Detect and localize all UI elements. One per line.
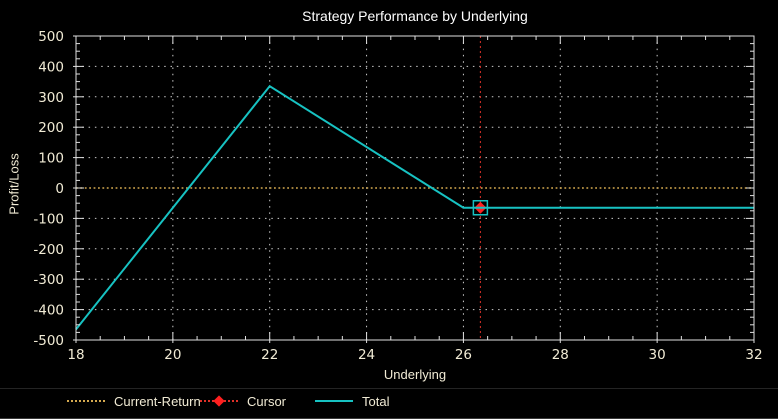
current-return-line-swatch-icon: [67, 400, 105, 402]
legend-label: Cursor: [247, 393, 287, 409]
x-tick-label: 30: [649, 347, 666, 363]
x-tick-label: 26: [455, 347, 472, 363]
cursor-line-swatch-icon: [200, 395, 238, 407]
x-tick-label: 22: [261, 347, 278, 363]
cursor-diamond-icon: [213, 395, 225, 407]
y-tick-label: 200: [38, 120, 64, 136]
y-tick-label: -100: [33, 211, 64, 227]
y-tick-label: 500: [38, 29, 64, 45]
legend-item-total: Total: [315, 393, 389, 409]
total-line: [75, 84, 754, 330]
x-tick-label: 20: [164, 347, 181, 363]
chart-title: Strategy Performance by Underlying: [302, 8, 528, 24]
y-tick-label: 300: [38, 90, 64, 106]
y-tick-label: -500: [33, 333, 64, 349]
y-tick-label: 100: [38, 151, 64, 167]
y-tick-label: -400: [33, 303, 64, 319]
chart-legend: Current-Return Cursor Total: [0, 388, 778, 418]
total-line-swatch-icon: [315, 400, 353, 402]
legend-item-cursor: Cursor: [200, 393, 286, 409]
y-tick-label: -200: [33, 242, 64, 258]
y-tick-label: 400: [38, 59, 64, 75]
y-tick-label: 0: [55, 181, 64, 197]
chart-plot-area: 18 20 22 24 26 28 30 32 -500 -400 -300 -200 -100 0 100…: [33, 29, 762, 363]
x-tick-label: 18: [67, 347, 84, 363]
x-tick-label: 28: [552, 347, 569, 363]
legend-item-current-return: Current-Return: [67, 393, 201, 409]
legend-label: Total: [362, 393, 390, 409]
x-axis-title: Underlying: [383, 367, 447, 382]
x-tick-label: 32: [745, 347, 762, 363]
y-tick-label: -300: [33, 272, 64, 288]
legend-label: Current-Return: [114, 393, 201, 409]
x-tick-label: 24: [358, 347, 375, 363]
